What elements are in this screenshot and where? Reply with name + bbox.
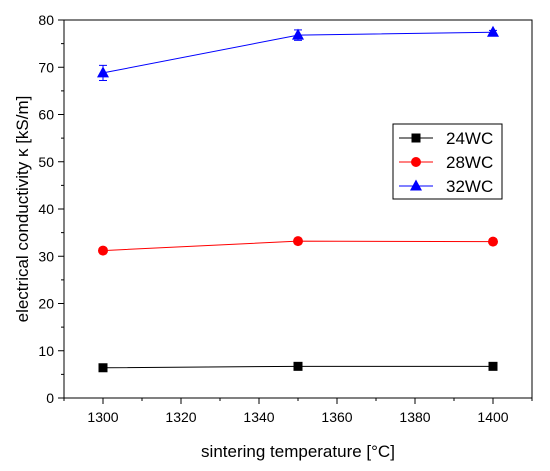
plot-frame <box>63 19 533 399</box>
y-tick-label: 10 <box>38 343 54 359</box>
y-tick-label: 0 <box>46 390 54 406</box>
y-tick-label: 30 <box>38 248 54 264</box>
legend-label: 24WC <box>446 129 493 148</box>
data-point <box>293 361 303 371</box>
legend-marker <box>411 133 421 143</box>
legend-marker <box>411 157 421 167</box>
series-layer <box>97 25 499 373</box>
y-tick-label: 20 <box>38 296 54 312</box>
legend: 24WC 28WC 32WC <box>392 123 503 200</box>
y-tick-label: 40 <box>38 201 54 217</box>
y-tick-label: 60 <box>38 107 54 123</box>
ticks-layer: 1300 1320 1340 1360 1380 1400 0 10 20 30 40 50 60 70 8… <box>38 12 533 425</box>
legend-label: 32WC <box>446 177 493 196</box>
y-axis-title: electrical conductivity κ [kS/m] <box>13 96 32 323</box>
x-axis-title: sintering temperature [°C] <box>201 442 395 461</box>
x-tick-label: 1320 <box>165 409 196 425</box>
series-24WC <box>98 361 498 373</box>
data-point <box>97 66 109 78</box>
x-tick-label: 1340 <box>243 409 274 425</box>
legend-label: 28WC <box>446 153 493 172</box>
legend-marker <box>410 179 422 191</box>
y-tick-label: 80 <box>38 12 54 28</box>
data-point <box>292 28 304 40</box>
x-tick-label: 1360 <box>321 409 352 425</box>
data-point <box>98 245 108 256</box>
y-tick-label: 50 <box>38 154 54 170</box>
y-tick-label: 70 <box>38 59 54 75</box>
data-point <box>293 236 303 247</box>
series-32WC <box>97 25 499 81</box>
data-point <box>98 363 108 373</box>
x-tick-label: 1400 <box>477 409 508 425</box>
x-tick-label: 1380 <box>399 409 430 425</box>
series-28WC <box>98 236 498 256</box>
x-tick-label: 1300 <box>87 409 118 425</box>
data-point <box>488 361 498 371</box>
data-point <box>487 25 499 37</box>
data-point <box>488 236 498 247</box>
